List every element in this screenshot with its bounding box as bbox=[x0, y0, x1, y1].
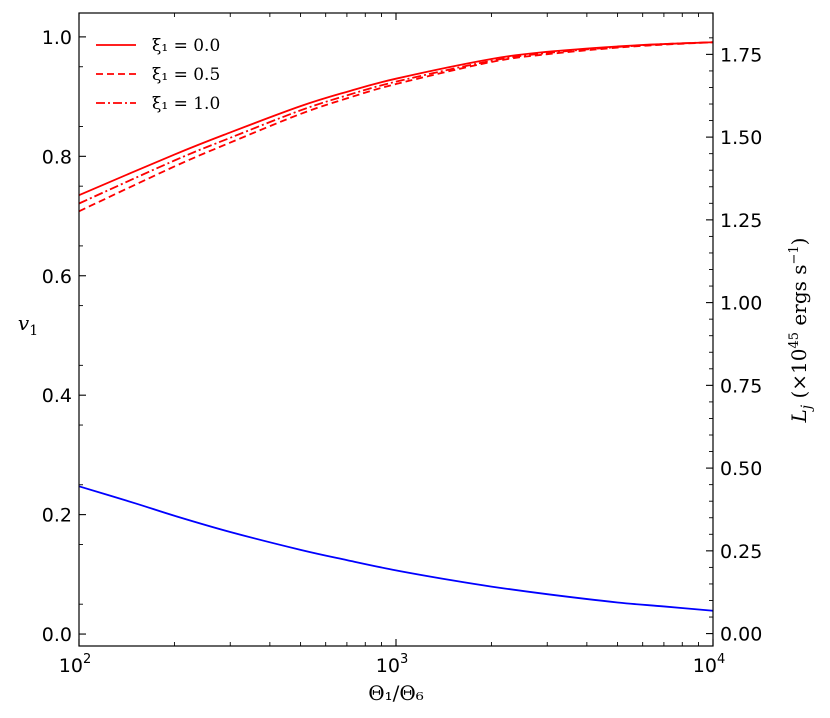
y-left-tick-label: 0.8 bbox=[42, 146, 72, 168]
x-tick-label: 103 bbox=[376, 652, 408, 677]
plot-frame bbox=[78, 12, 714, 647]
series-line-luminosity bbox=[78, 485, 714, 612]
y-right-tick-label: 0.00 bbox=[720, 624, 762, 646]
y-left-tick-label: 1.0 bbox=[42, 27, 72, 49]
y-left-tick-label: 0.2 bbox=[42, 505, 72, 527]
legend-label: ξ₁ = 0.0 bbox=[152, 36, 220, 56]
x-axis-label: Θ₁/Θ₆ bbox=[368, 681, 424, 705]
series-line-velocity-0 bbox=[78, 41, 714, 196]
y-right-tick-label: 0.50 bbox=[720, 458, 762, 480]
y-right-tick-label: 0.75 bbox=[720, 375, 762, 397]
series-line-velocity-2 bbox=[78, 41, 714, 205]
series-layer bbox=[78, 41, 714, 612]
y-right-tick-label: 1.00 bbox=[720, 293, 762, 315]
legend: ξ₁ = 0.0 ξ₁ = 0.5 ξ₁ = 1.0 bbox=[96, 36, 220, 114]
y-left-tick-label: 0.6 bbox=[42, 266, 72, 288]
x-tick-label: 102 bbox=[59, 652, 91, 677]
series-line-velocity-1 bbox=[78, 41, 714, 213]
tick-layer: 102 103 104 0.0 0.2 0.4 0.6 0.8 1.0 0.00 0.25 0.50 0… bbox=[42, 13, 762, 677]
y-left-tick-label: 0.4 bbox=[42, 385, 72, 407]
y-right-tick-label: 0.25 bbox=[720, 541, 762, 563]
y-right-tick-label: 1.50 bbox=[720, 127, 762, 149]
y-right-tick-label: 1.75 bbox=[720, 44, 762, 66]
legend-label: ξ₁ = 1.0 bbox=[152, 94, 220, 114]
y-left-tick-label: 0.0 bbox=[42, 624, 72, 646]
y-right-tick-label: 1.25 bbox=[720, 210, 762, 232]
y-axis-left-label: v1 bbox=[18, 311, 38, 339]
y-axis-right-label: Lj (×1045 ergs s−1) bbox=[787, 238, 815, 424]
x-tick-label: 104 bbox=[693, 652, 725, 677]
legend-label: ξ₁ = 0.5 bbox=[152, 65, 220, 85]
